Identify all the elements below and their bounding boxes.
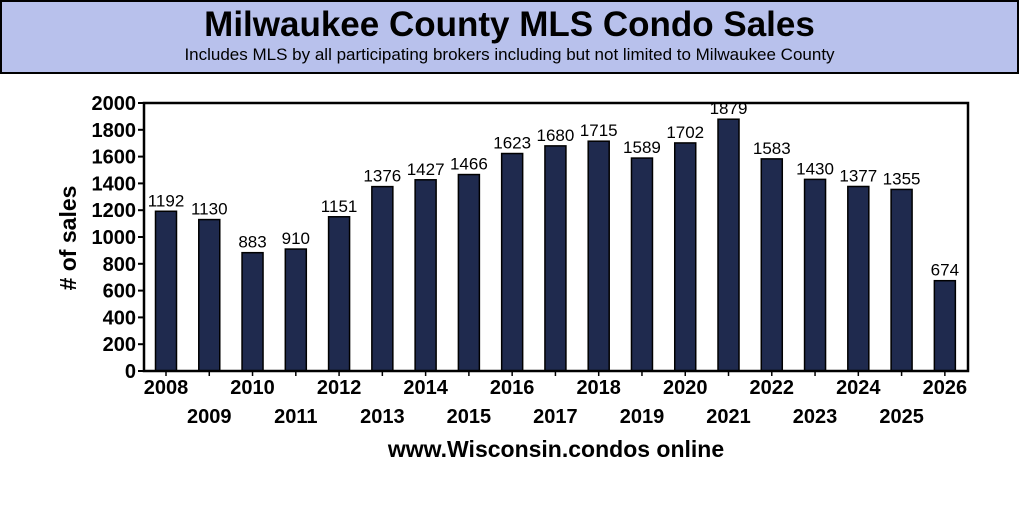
bar	[500, 152, 524, 372]
data-label: 1589	[623, 138, 661, 157]
data-label: 1583	[753, 139, 791, 158]
x-tick-label: 2017	[533, 406, 578, 428]
bar	[587, 140, 610, 372]
bar	[760, 158, 784, 372]
data-label: 1702	[666, 123, 704, 142]
x-tick-label: 2010	[230, 377, 275, 399]
x-tick-label: 2014	[403, 377, 448, 399]
bar	[327, 216, 351, 372]
data-label: 1680	[537, 126, 575, 145]
x-tick-label: 2020	[663, 377, 708, 399]
data-label: 674	[931, 261, 959, 280]
x-tick-label: 2016	[490, 377, 535, 399]
data-label: 910	[282, 229, 310, 248]
data-label: 1623	[493, 134, 531, 153]
y-tick-label: 1600	[92, 147, 137, 169]
bar	[630, 157, 654, 372]
data-label: 1377	[839, 166, 877, 185]
chart-header: Milwaukee County MLS Condo Sales Include…	[0, 0, 1019, 74]
bar	[414, 179, 437, 372]
bar	[803, 178, 827, 372]
x-tick-label: 2026	[923, 377, 968, 399]
x-tick-label: 2023	[793, 406, 838, 428]
bar	[457, 173, 481, 372]
y-tick-label: 200	[103, 334, 136, 356]
x-tick-label: 2013	[360, 406, 405, 428]
data-label: 1192	[148, 191, 185, 210]
bar	[673, 142, 697, 372]
x-tick-label: 2022	[750, 377, 795, 399]
bar	[241, 251, 264, 372]
bar	[198, 218, 221, 372]
x-tick-label: 2018	[576, 377, 621, 399]
x-tick-label: 2025	[879, 406, 924, 428]
chart-title: Milwaukee County MLS Condo Sales	[204, 5, 815, 44]
x-axis-label: www.Wisconsin.condos online	[387, 436, 724, 462]
y-tick-label: 2000	[92, 93, 137, 115]
bar	[371, 185, 394, 372]
data-label: 1430	[796, 159, 834, 178]
bar-series	[154, 118, 957, 372]
data-labels: 1192 1130 883 910 1151 1376 1427 1466 1623 1680 17…	[148, 99, 959, 279]
y-tick-label: 0	[125, 361, 136, 383]
y-tick-label: 600	[103, 281, 136, 303]
y-axis-ticks: 0 200 400 600 800 1000 1200 1400 1600 1800 2000	[92, 93, 144, 383]
y-tick-label: 1200	[92, 200, 137, 222]
data-label: 1466	[450, 155, 488, 174]
y-tick-label: 1000	[92, 227, 137, 249]
bar	[544, 145, 567, 372]
data-label: 1715	[580, 121, 618, 140]
y-tick-label: 800	[103, 254, 136, 276]
bar	[154, 210, 178, 372]
data-label: 1130	[191, 200, 228, 219]
y-axis-label: # of sales	[55, 186, 81, 291]
y-tick-label: 400	[103, 307, 136, 329]
data-label: 1151	[321, 197, 358, 216]
x-tick-label: 2012	[317, 377, 362, 399]
x-tick-label: 2008	[144, 377, 189, 399]
data-label: 1355	[883, 169, 921, 188]
x-tick-label: 2019	[620, 406, 665, 428]
x-tick-label: 2024	[836, 377, 881, 399]
x-tick-label: 2009	[187, 406, 232, 428]
data-label: 1376	[363, 167, 401, 186]
plot-frame	[142, 101, 970, 373]
bar	[933, 279, 957, 372]
chart-subtitle: Includes MLS by all participating broker…	[184, 45, 835, 64]
data-label: 883	[238, 233, 266, 252]
bar	[717, 118, 740, 372]
y-tick-label: 1400	[92, 173, 137, 195]
x-tick-label: 2021	[706, 406, 751, 428]
bar	[890, 188, 913, 372]
bar	[284, 248, 308, 372]
x-tick-label: 2015	[447, 406, 492, 428]
data-label: 1427	[407, 160, 445, 179]
bar	[847, 185, 870, 372]
x-tick-label: 2011	[274, 406, 317, 428]
y-tick-label: 1800	[92, 120, 137, 142]
